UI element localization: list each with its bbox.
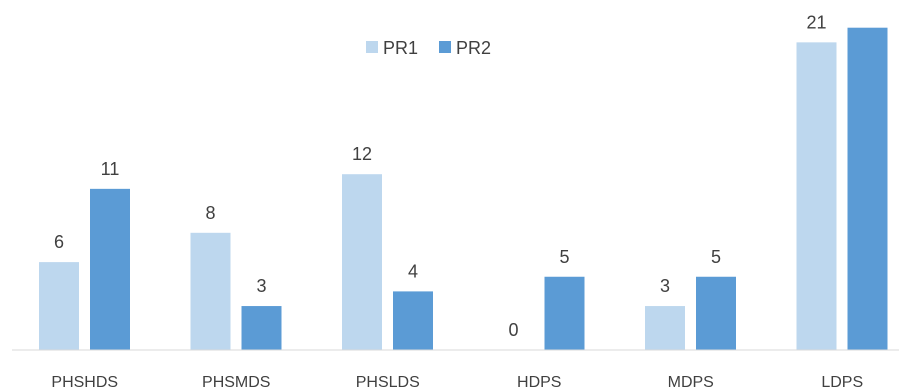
- data-label-pr1-phshds: 6: [54, 232, 64, 252]
- x-tick-label-mdps: MDPS: [668, 374, 714, 390]
- data-label-pr1-phslds: 12: [352, 144, 372, 164]
- bar-pr2-phslds: [393, 291, 433, 350]
- data-label-group: 6 8 12 0 3 21 11 3 4 5 5: [54, 12, 827, 340]
- x-tick-label-hdps: HDPS: [517, 374, 561, 390]
- data-label-pr1-ldps: 21: [806, 12, 826, 32]
- bar-series-group: [39, 27, 888, 350]
- x-axis-tick-labels: PHSHDS PHSMDS PHSLDS HDPS MDPS LDPS: [51, 374, 863, 390]
- bar-pr2-mdps: [696, 276, 736, 350]
- bar-pr1-phshds: [39, 262, 79, 350]
- x-tick-label-ldps: LDPS: [821, 374, 863, 390]
- legend-label-pr1: PR1: [383, 38, 418, 58]
- data-label-pr1-phsmds: 8: [205, 203, 215, 223]
- data-label-pr1-mdps: 3: [660, 276, 670, 296]
- data-label-pr2-phshds: 11: [101, 159, 120, 179]
- legend-swatch-pr1: [366, 41, 378, 53]
- bar-pr2-phsmds: [241, 306, 282, 350]
- legend-swatch-pr2: [439, 41, 451, 53]
- bar-pr1-ldps: [796, 42, 837, 350]
- legend-label-pr2: PR2: [456, 38, 491, 58]
- bar-pr2-phshds: [90, 188, 130, 350]
- bar-pr1-mdps: [645, 306, 685, 350]
- bar-pr2-hdps: [544, 276, 585, 350]
- data-label-pr2-mdps: 5: [711, 247, 721, 267]
- x-tick-label-phshds: PHSHDS: [51, 374, 118, 390]
- data-label-pr1-hdps: 0: [508, 320, 518, 340]
- x-tick-label-phsmds: PHSMDS: [202, 374, 270, 390]
- data-label-pr2-phslds: 4: [408, 261, 418, 281]
- bar-pr2-ldps: [847, 27, 888, 350]
- chart-legend: PR1 PR2: [366, 38, 491, 58]
- bar-pr1-phsmds: [190, 232, 231, 350]
- x-tick-label-phslds: PHSLDS: [356, 374, 420, 390]
- bar-pr1-phslds: [342, 174, 382, 350]
- data-label-pr2-phsmds: 3: [256, 276, 266, 296]
- data-label-pr2-hdps: 5: [559, 247, 569, 267]
